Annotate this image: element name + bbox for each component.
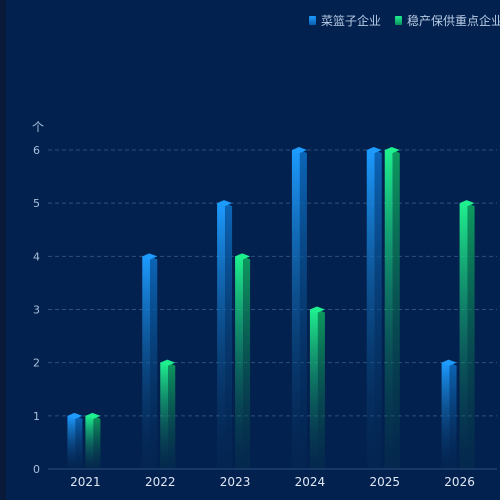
legend-label-series-1: 菜篮子企业 <box>321 14 382 28</box>
bar-side <box>392 150 400 469</box>
y-tick-label: 6 <box>33 144 40 157</box>
y-tick-label: 5 <box>33 197 40 210</box>
bar-side <box>317 309 325 469</box>
bar-side <box>467 203 475 469</box>
x-tick-label: 2023 <box>220 475 251 489</box>
bar-series-1-2026 <box>441 359 457 469</box>
x-tick-label: 2026 <box>444 475 475 489</box>
legend-swatch-series-2 <box>395 16 403 25</box>
legend-item-series-2[interactable]: 稳产保供重点企业 <box>395 12 500 29</box>
bar-side <box>449 362 457 469</box>
y-axis-unit-label: 个 <box>32 120 44 134</box>
bar-top <box>235 253 251 260</box>
x-tick-label: 2024 <box>295 475 326 489</box>
bar-front <box>142 256 151 469</box>
bar-series-2-2021 <box>85 412 101 469</box>
y-tick-label: 4 <box>33 250 40 263</box>
bar-front <box>67 415 76 469</box>
bar-series-2-2023 <box>235 253 251 469</box>
bar-series-1-2024 <box>291 147 307 469</box>
bar-top <box>384 147 400 153</box>
bar-top <box>160 359 176 366</box>
bar-side <box>168 362 176 469</box>
bar-top <box>459 200 475 207</box>
bar-top <box>142 253 158 260</box>
bar-side <box>374 150 382 469</box>
bar-side <box>299 150 307 469</box>
bar-front <box>441 362 450 469</box>
bar-series-1-2022 <box>142 253 158 469</box>
bar-front <box>235 256 244 469</box>
legend-label-series-2: 稳产保供重点企业 <box>407 14 500 28</box>
bar-series-2-2025 <box>384 147 400 469</box>
bar-front <box>160 362 169 469</box>
bar-top <box>309 306 325 313</box>
bar-series-2-2024 <box>309 306 325 469</box>
bar-front <box>459 203 468 469</box>
bar-top <box>441 359 457 366</box>
bar-top <box>85 412 101 419</box>
y-tick-label: 0 <box>33 463 40 476</box>
bar-top <box>67 412 83 419</box>
bar-front <box>85 415 94 469</box>
bar-side <box>75 415 83 469</box>
bar-top <box>217 200 233 207</box>
left-edge-strip <box>0 0 6 500</box>
bar-front <box>291 150 300 469</box>
bar-side <box>93 415 101 469</box>
y-tick-label: 3 <box>33 304 40 317</box>
bar-side <box>225 203 233 469</box>
bar-top <box>366 147 382 153</box>
bar-front <box>384 150 393 469</box>
legend-item-series-1[interactable]: 菜篮子企业 <box>309 12 381 29</box>
x-tick-label: 2022 <box>145 475 176 489</box>
y-tick-label: 2 <box>33 357 40 370</box>
bar-series-1-2025 <box>366 147 382 469</box>
bar-series-2-2022 <box>160 359 176 469</box>
chart-legend: 菜篮子企业 稳产保供重点企业 <box>309 12 500 29</box>
legend-swatch-series-1 <box>309 16 316 25</box>
y-tick-label: 1 <box>33 410 40 423</box>
bar-series-1-2023 <box>217 200 233 469</box>
bar-side <box>243 256 251 469</box>
bar-front <box>217 203 226 469</box>
bar-front <box>309 309 318 469</box>
x-tick-label: 2025 <box>369 475 400 489</box>
bar-top <box>291 147 307 153</box>
bar-series-2-2026 <box>459 200 475 469</box>
bar-side <box>150 256 158 469</box>
x-tick-label: 2021 <box>70 475 101 489</box>
bar-series-1-2021 <box>67 412 83 469</box>
bar-front <box>366 150 375 469</box>
